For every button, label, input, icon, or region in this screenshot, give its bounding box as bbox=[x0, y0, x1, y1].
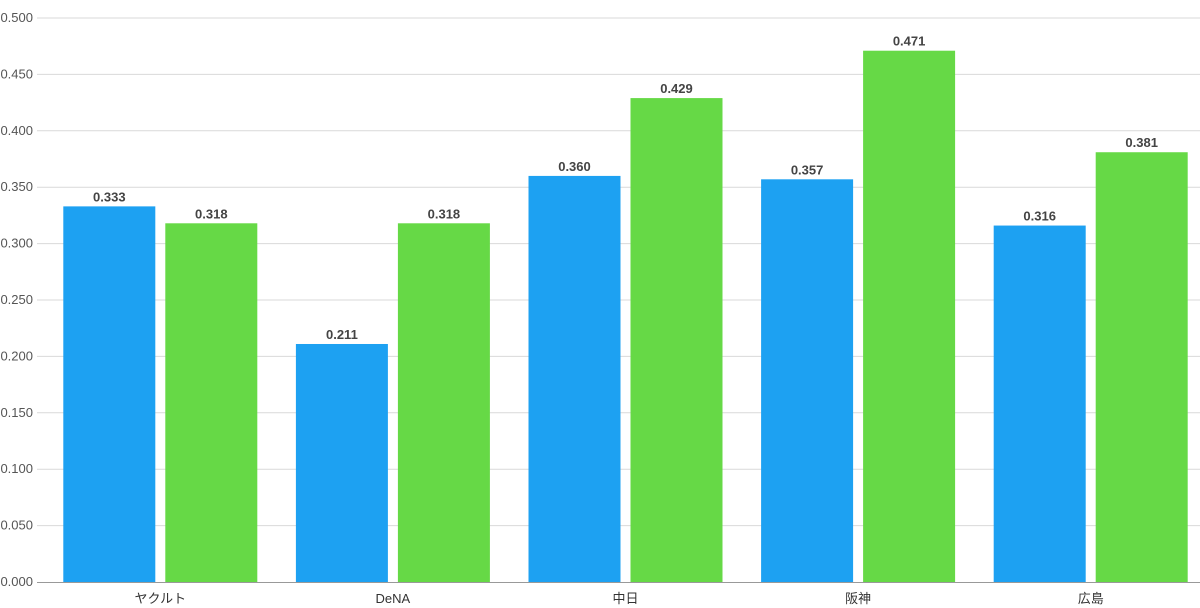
bar bbox=[993, 225, 1086, 582]
y-tick-label: 0.000 bbox=[0, 574, 33, 589]
x-axis-category-labels: ヤクルト DeNA 中日 阪神 広島 bbox=[134, 591, 1103, 606]
data-label: 0.318 bbox=[195, 206, 228, 221]
bar bbox=[165, 223, 258, 582]
y-tick-label: 0.100 bbox=[0, 461, 33, 476]
y-tick-label: 0.350 bbox=[0, 179, 33, 194]
bar bbox=[863, 50, 956, 583]
bar bbox=[761, 179, 854, 582]
data-labels: 0.333 0.318 0.211 0.318 0.360 0.429 0.357 0.471… bbox=[93, 34, 1158, 342]
y-tick-label: 0.300 bbox=[0, 236, 33, 251]
y-tick-label: 0.250 bbox=[0, 292, 33, 307]
y-tick-label: 0.200 bbox=[0, 348, 33, 363]
bar bbox=[63, 206, 156, 582]
bar bbox=[295, 343, 388, 582]
data-label: 0.211 bbox=[326, 327, 358, 342]
x-category-label: 広島 bbox=[1078, 591, 1104, 606]
data-label: 0.357 bbox=[791, 162, 824, 177]
y-tick-label: 0.050 bbox=[0, 518, 33, 533]
data-label: 0.318 bbox=[428, 206, 461, 221]
y-tick-label: 0.500 bbox=[0, 10, 33, 25]
y-axis-tick-labels: 0.000 0.050 0.100 0.150 0.200 0.250 0.300 0.350… bbox=[0, 10, 33, 589]
data-label: 0.360 bbox=[558, 159, 591, 174]
y-tick-label: 0.400 bbox=[0, 123, 33, 138]
x-category-label: ヤクルト bbox=[134, 591, 186, 606]
bar bbox=[528, 175, 621, 583]
data-label: 0.316 bbox=[1023, 209, 1056, 224]
x-category-label: 中日 bbox=[612, 591, 638, 606]
y-tick-label: 0.150 bbox=[0, 405, 33, 420]
data-label: 0.429 bbox=[660, 81, 693, 96]
bar bbox=[630, 98, 723, 582]
y-tick-label: 0.450 bbox=[0, 66, 33, 81]
bar bbox=[397, 223, 490, 582]
data-label: 0.381 bbox=[1125, 135, 1158, 150]
x-category-label: DeNA bbox=[376, 591, 411, 606]
data-label: 0.471 bbox=[893, 34, 926, 49]
x-category-label: 阪神 bbox=[845, 591, 871, 606]
bar bbox=[1095, 152, 1188, 582]
bars bbox=[63, 50, 1188, 583]
data-label: 0.333 bbox=[93, 189, 126, 204]
